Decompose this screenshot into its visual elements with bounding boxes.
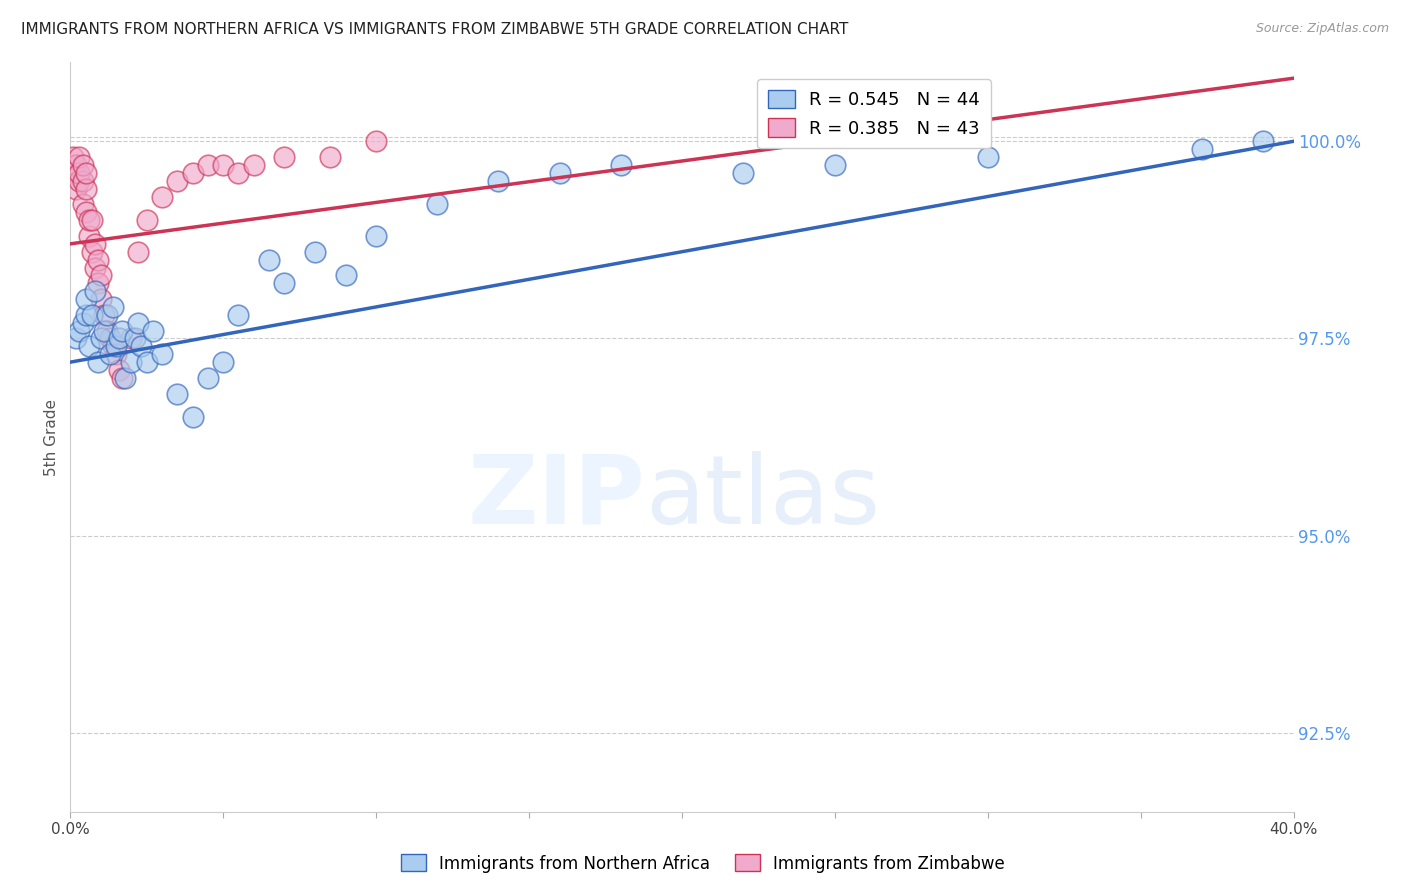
Point — [366, 229, 388, 244]
Point — [62, 166, 84, 180]
Point — [87, 355, 110, 369]
Point — [610, 158, 633, 172]
Point — [121, 331, 143, 345]
Point — [1191, 142, 1213, 156]
Legend: R = 0.545   N = 44, R = 0.385   N = 43: R = 0.545 N = 44, R = 0.385 N = 43 — [756, 79, 991, 148]
Point — [181, 410, 204, 425]
Point — [731, 166, 754, 180]
Point — [197, 158, 219, 172]
Text: IMMIGRANTS FROM NORTHERN AFRICA VS IMMIGRANTS FROM ZIMBABWE 5TH GRADE CORRELATIO: IMMIGRANTS FROM NORTHERN AFRICA VS IMMIG… — [21, 22, 848, 37]
Point — [77, 229, 100, 244]
Point — [65, 331, 87, 345]
Point — [98, 347, 121, 361]
Point — [69, 174, 91, 188]
Point — [65, 181, 87, 195]
Point — [135, 213, 157, 227]
Point — [228, 308, 250, 322]
Point — [72, 197, 94, 211]
Point — [257, 252, 280, 267]
Point — [135, 355, 157, 369]
Point — [90, 268, 112, 283]
Point — [69, 150, 91, 164]
Point — [142, 324, 165, 338]
Point — [101, 339, 124, 353]
Point — [127, 316, 149, 330]
Point — [548, 166, 571, 180]
Point — [488, 174, 510, 188]
Point — [69, 324, 91, 338]
Point — [93, 308, 115, 322]
Point — [273, 150, 295, 164]
Point — [150, 189, 173, 203]
Point — [212, 355, 235, 369]
Point — [166, 386, 188, 401]
Point — [304, 244, 326, 259]
Point — [976, 150, 998, 164]
Point — [87, 277, 110, 291]
Point — [90, 292, 112, 306]
Point — [426, 197, 449, 211]
Point — [93, 324, 115, 338]
Point — [111, 371, 134, 385]
Point — [72, 174, 94, 188]
Point — [114, 371, 136, 385]
Point — [80, 244, 103, 259]
Point — [90, 331, 112, 345]
Point — [75, 181, 97, 195]
Point — [124, 331, 146, 345]
Point — [75, 166, 97, 180]
Point — [65, 158, 87, 172]
Y-axis label: 5th Grade: 5th Grade — [44, 399, 59, 475]
Point — [243, 158, 266, 172]
Point — [166, 174, 188, 188]
Point — [108, 363, 131, 377]
Point — [127, 244, 149, 259]
Point — [212, 158, 235, 172]
Point — [111, 324, 134, 338]
Point — [75, 308, 97, 322]
Point — [98, 331, 121, 345]
Point — [129, 339, 152, 353]
Legend: Immigrants from Northern Africa, Immigrants from Zimbabwe: Immigrants from Northern Africa, Immigra… — [394, 847, 1012, 880]
Text: atlas: atlas — [645, 450, 880, 543]
Point — [335, 268, 357, 283]
Point — [150, 347, 173, 361]
Point — [108, 331, 131, 345]
Point — [228, 166, 250, 180]
Text: ZIP: ZIP — [467, 450, 645, 543]
Point — [77, 213, 100, 227]
Point — [62, 150, 84, 164]
Point — [366, 134, 388, 148]
Point — [69, 166, 91, 180]
Point — [83, 284, 105, 298]
Point — [96, 308, 118, 322]
Text: Source: ZipAtlas.com: Source: ZipAtlas.com — [1256, 22, 1389, 36]
Point — [197, 371, 219, 385]
Point — [181, 166, 204, 180]
Point — [80, 308, 103, 322]
Point — [105, 347, 128, 361]
Point — [75, 205, 97, 219]
Point — [319, 150, 342, 164]
Point — [75, 292, 97, 306]
Point — [77, 339, 100, 353]
Point — [824, 158, 846, 172]
Point — [80, 213, 103, 227]
Point — [1251, 134, 1274, 148]
Point — [121, 355, 143, 369]
Point — [105, 339, 128, 353]
Point — [83, 260, 105, 275]
Point — [101, 300, 124, 314]
Point — [72, 158, 94, 172]
Point — [273, 277, 295, 291]
Point — [83, 236, 105, 251]
Point — [72, 316, 94, 330]
Point — [87, 252, 110, 267]
Point — [96, 324, 118, 338]
